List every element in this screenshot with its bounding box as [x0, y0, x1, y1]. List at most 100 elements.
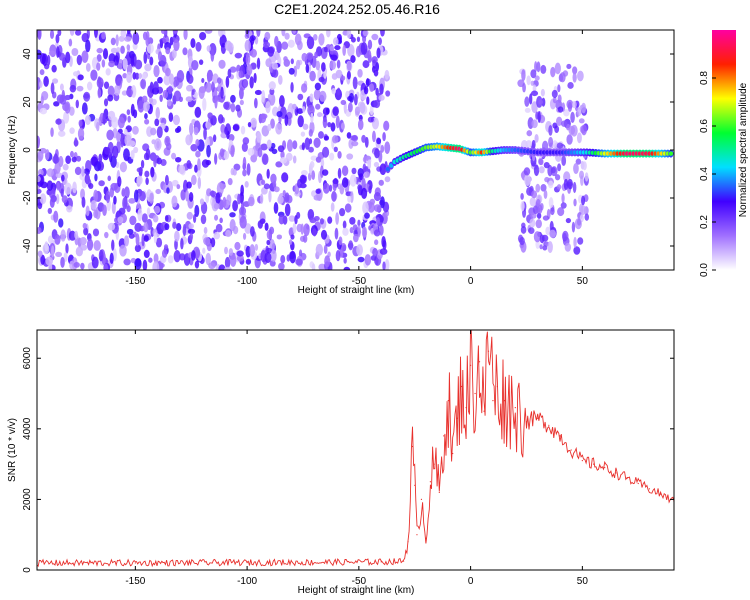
- noise-blob: [319, 90, 327, 102]
- noise-blob: [229, 219, 236, 232]
- noise-blob: [371, 33, 379, 41]
- noise-blob: [313, 194, 321, 201]
- snr-point: [420, 498, 423, 501]
- colorbar-ticks: 0.0 0.2 0.4 0.6 0.8: [699, 71, 716, 277]
- noise-blob: [358, 173, 364, 181]
- noise-blob: [153, 205, 161, 214]
- noise-blob: [115, 74, 122, 86]
- noise-blob: [247, 122, 252, 128]
- snr-point: [492, 399, 494, 402]
- snr-point: [414, 484, 416, 486]
- noise-blob: [318, 33, 325, 46]
- noise-blob: [281, 30, 286, 37]
- noise-blob: [144, 170, 150, 178]
- noise-blob: [271, 62, 279, 70]
- noise-blob: [320, 158, 325, 168]
- burst-blob: [563, 178, 569, 191]
- noise-blob: [174, 230, 180, 242]
- noise-blob: [300, 131, 306, 137]
- noise-blob: [98, 153, 103, 163]
- noise-blob: [304, 137, 311, 150]
- noise-blob: [145, 35, 150, 47]
- noise-blob: [369, 83, 375, 93]
- spectrogram-y-tick-label: 20: [22, 96, 33, 108]
- noise-blob: [348, 92, 355, 103]
- figure-title: C2E1.2024.252.05.46.R16: [274, 1, 440, 17]
- noise-blob: [150, 127, 157, 136]
- noise-blob: [164, 174, 169, 186]
- noise-blob: [256, 132, 262, 143]
- noise-blob: [331, 190, 337, 202]
- noise-blob: [210, 48, 215, 62]
- burst-blob: [541, 97, 546, 107]
- burst-blob: [538, 99, 544, 105]
- noise-blob: [228, 134, 235, 142]
- noise-blob: [128, 233, 135, 239]
- noise-blob: [384, 176, 391, 183]
- noise-blob: [303, 223, 310, 237]
- burst-blob: [540, 184, 547, 192]
- snr-x-tick-label: -100: [237, 576, 257, 587]
- noise-blob: [93, 189, 99, 203]
- burst-blob: [538, 158, 544, 166]
- noise-blob: [178, 96, 183, 103]
- noise-blob: [111, 239, 115, 251]
- noise-blob: [201, 77, 205, 84]
- noise-blob: [126, 71, 133, 83]
- noise-blob: [305, 64, 310, 74]
- snr-point: [487, 350, 490, 352]
- noise-blob: [380, 30, 385, 37]
- burst-blob: [577, 70, 584, 82]
- noise-blob: [61, 195, 68, 204]
- noise-blob: [212, 134, 217, 143]
- noise-blob: [46, 180, 54, 191]
- noise-blob: [126, 88, 133, 97]
- noise-blob: [70, 150, 74, 158]
- noise-blob: [246, 64, 253, 76]
- noise-blob: [60, 256, 65, 268]
- noise-blob: [302, 123, 309, 130]
- noise-blob: [75, 99, 79, 109]
- noise-blob: [39, 80, 43, 88]
- noise-blob: [362, 60, 370, 69]
- noise-blob: [187, 228, 196, 235]
- noise-blob: [103, 81, 110, 90]
- colorbar-gradient: [712, 30, 736, 270]
- burst-blob: [552, 96, 557, 104]
- noise-blob: [90, 200, 97, 210]
- noise-blob: [144, 63, 152, 72]
- noise-blob: [342, 227, 349, 236]
- snr-point: [452, 452, 454, 455]
- noise-blob: [85, 62, 91, 72]
- burst-blob: [524, 174, 531, 186]
- noise-blob: [242, 156, 247, 170]
- noise-blob: [214, 95, 218, 109]
- burst-blob: [550, 66, 556, 78]
- noise-blob: [86, 238, 94, 251]
- noise-blob: [245, 245, 251, 258]
- noise-blob: [267, 123, 272, 132]
- noise-blob: [367, 49, 372, 62]
- burst-blob: [561, 193, 565, 204]
- colorbar-tick-label: 0.0: [699, 263, 710, 277]
- noise-blob: [343, 266, 351, 270]
- noise-blob: [84, 115, 91, 126]
- noise-blob: [133, 109, 138, 119]
- burst-blob: [519, 236, 525, 246]
- noise-blob: [127, 115, 131, 123]
- noise-blob: [206, 144, 211, 158]
- colorbar-tick-label: 0.8: [699, 71, 710, 85]
- noise-blob: [223, 101, 230, 110]
- noise-blob: [126, 109, 131, 116]
- noise-blob: [88, 182, 94, 190]
- noise-blob: [309, 161, 315, 169]
- noise-blob: [224, 246, 228, 255]
- noise-blob: [349, 216, 356, 225]
- noise-blob: [149, 192, 154, 204]
- noise-blob: [165, 142, 172, 151]
- noise-blob: [357, 118, 364, 131]
- burst-blob: [543, 161, 550, 169]
- noise-blob: [229, 66, 237, 73]
- noise-blob: [211, 81, 215, 93]
- noise-blob: [141, 95, 148, 103]
